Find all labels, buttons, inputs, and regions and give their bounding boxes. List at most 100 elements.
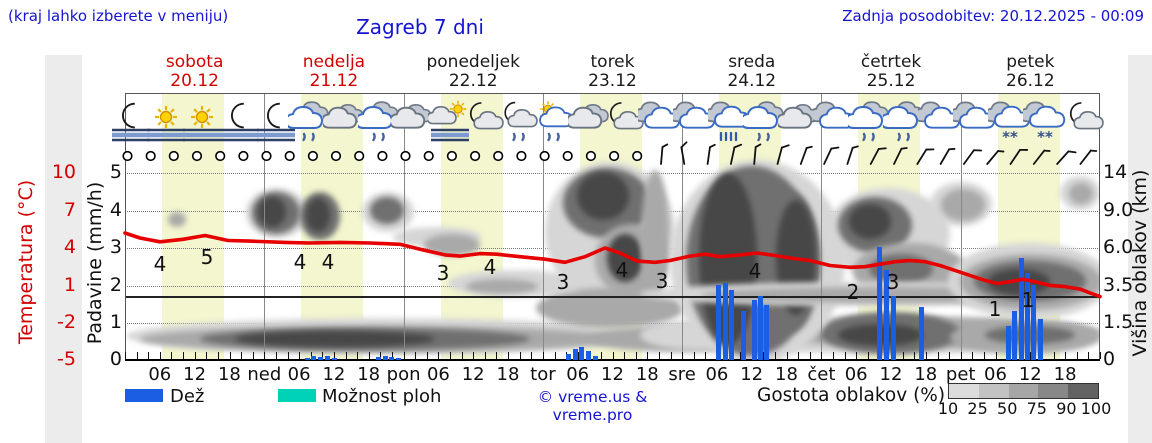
axis-tick: [925, 352, 927, 359]
day-date-label: 22.12: [448, 71, 498, 91]
axis-tick: [1030, 352, 1032, 359]
density-scale-segment: [949, 384, 979, 398]
hour-label: 12: [879, 364, 903, 385]
hour-label: 12: [740, 364, 764, 385]
rain-bar: [764, 305, 769, 360]
axis-tick: [403, 352, 405, 359]
weather-icon-sun-fog: [144, 96, 188, 144]
rain-bar: [389, 357, 394, 360]
temp-value-label: 3: [436, 261, 450, 285]
density-tick-label: 100: [1080, 399, 1112, 418]
density-scale-segment: [978, 384, 1009, 398]
axis-tick: [1100, 352, 1101, 359]
menu-hint-note: (kraj lahko izberete v meniju): [8, 7, 229, 25]
axis-tick: [310, 352, 312, 359]
day-date-label: 20.12: [170, 71, 219, 91]
rain-bar: [586, 350, 591, 360]
rain-legend-swatch: [125, 389, 163, 402]
weather-icon-cloud-sun-drizzle: [533, 96, 577, 144]
axis-tick: [229, 352, 231, 359]
cloud-blob: [258, 197, 286, 227]
axis-tick: [531, 352, 533, 359]
daylight-band: [162, 93, 224, 360]
axis-tick: [275, 352, 277, 359]
rain-bar: [1019, 258, 1024, 360]
right-axis-strip: [1128, 55, 1152, 443]
axis-tick: [125, 352, 126, 359]
rain-bar: [716, 284, 721, 360]
day-separator: [403, 93, 405, 360]
day-name-label: četrtek: [860, 52, 922, 72]
day-name-label: ponedeljek: [426, 52, 520, 72]
axis-tick: [914, 352, 916, 359]
cloud-tick-label: 14: [1103, 161, 1128, 183]
axis-tick: [183, 352, 184, 359]
temp-axis-label: Temperatura (°C): [15, 179, 37, 345]
precip-tick-label: 2: [109, 274, 122, 296]
hour-label: 18: [217, 364, 241, 385]
hour-label: 12: [183, 364, 207, 385]
axis-tick: [821, 352, 823, 359]
axis-tick: [426, 352, 428, 359]
axis-tick: [357, 352, 359, 359]
hour-label: 06: [426, 364, 450, 385]
density-scale-segment: [1008, 384, 1039, 398]
density-tick-label: 90: [1056, 399, 1077, 418]
axis-tick: [415, 352, 417, 359]
axis-tick: [484, 352, 486, 359]
rain-bar: [758, 296, 763, 360]
rain-bar: [566, 354, 571, 360]
axis-tick: [740, 352, 742, 359]
cloud-blob: [1069, 183, 1093, 204]
copyright-link[interactable]: © vreme.us & vreme.pro: [537, 388, 648, 424]
density-tick-label: 10: [937, 399, 959, 418]
axis-tick: [473, 352, 475, 359]
rain-bar: [891, 296, 896, 360]
page-title: Zagreb 7 dni: [356, 15, 484, 39]
day-name-label: nedelja: [302, 52, 366, 72]
day-date-label: 26.12: [1006, 71, 1055, 91]
axis-tick: [786, 352, 788, 359]
axis-tick: [635, 352, 637, 359]
temp-value-label: 3: [886, 270, 900, 294]
axis-tick: [461, 352, 463, 359]
day-date-label: 21.12: [309, 71, 359, 91]
axis-tick: [693, 352, 695, 359]
temp-tick-label: 1: [63, 274, 76, 296]
day-name-label: torek: [590, 52, 635, 72]
rain-bar: [311, 356, 316, 360]
cloud-density-legend-label: Gostota oblakov (%): [757, 385, 946, 406]
rain-bar: [376, 357, 381, 360]
axis-tick: [833, 352, 834, 359]
axis-tick: [844, 352, 846, 359]
axis-tick: [1065, 352, 1067, 359]
precip-tick-label: 0: [109, 348, 122, 370]
temp-value-label: 4: [483, 255, 497, 279]
rain-bar: [396, 357, 401, 360]
axis-tick: [612, 352, 614, 359]
precip-tick-label: 4: [109, 199, 122, 221]
day-name-label: petek: [1006, 52, 1055, 72]
axis-tick: [171, 352, 173, 359]
hour-label: 18: [357, 364, 381, 385]
rain-bar: [325, 356, 330, 360]
hour-label: 18: [496, 364, 520, 385]
precip-tick-label: 5: [109, 161, 122, 183]
axis-tick: [136, 352, 138, 359]
axis-tick: [345, 352, 347, 359]
rain-bar: [1025, 273, 1030, 360]
cloud-tick-label: 1.5: [1103, 311, 1134, 333]
axis-tick: [1053, 352, 1055, 359]
hour-label: 06: [705, 364, 729, 385]
hour-label: 12: [601, 364, 624, 385]
day-separator: [264, 93, 266, 360]
day-date-label: 23.12: [588, 71, 637, 91]
cloud-tick-label: 0: [1103, 348, 1116, 370]
daylight-band: [440, 93, 503, 360]
axis-tick: [682, 352, 684, 359]
cloud-tick-label: 9.0: [1103, 199, 1134, 221]
hour-label: 06: [148, 364, 172, 385]
day-date-label: 24.12: [727, 71, 777, 91]
axis-tick: [542, 352, 544, 359]
rain-bar: [579, 346, 584, 360]
